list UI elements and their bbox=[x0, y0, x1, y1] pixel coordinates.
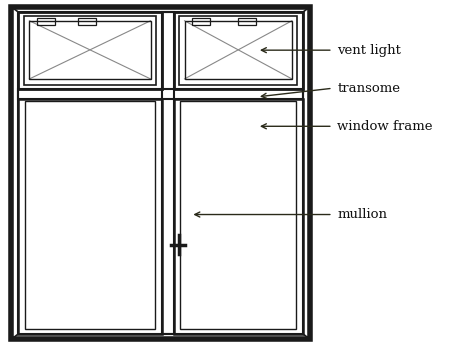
Bar bbox=[29, 21, 151, 79]
Bar bbox=[78, 18, 96, 25]
Bar bbox=[18, 12, 162, 89]
Text: mullion: mullion bbox=[337, 208, 387, 221]
Bar bbox=[24, 16, 156, 85]
Bar bbox=[37, 18, 55, 25]
Bar bbox=[18, 12, 303, 334]
Text: transome: transome bbox=[337, 82, 400, 95]
Bar bbox=[174, 12, 303, 89]
Bar bbox=[185, 21, 292, 79]
Bar bbox=[192, 18, 210, 25]
Bar bbox=[174, 99, 303, 334]
Bar bbox=[180, 101, 296, 329]
Bar bbox=[25, 101, 155, 329]
Bar bbox=[162, 12, 174, 334]
Bar bbox=[18, 89, 303, 99]
Text: vent light: vent light bbox=[337, 44, 401, 57]
Bar bbox=[18, 99, 162, 334]
Bar bbox=[179, 16, 297, 85]
Text: window frame: window frame bbox=[337, 120, 433, 133]
Bar bbox=[11, 7, 310, 339]
Bar bbox=[238, 18, 256, 25]
